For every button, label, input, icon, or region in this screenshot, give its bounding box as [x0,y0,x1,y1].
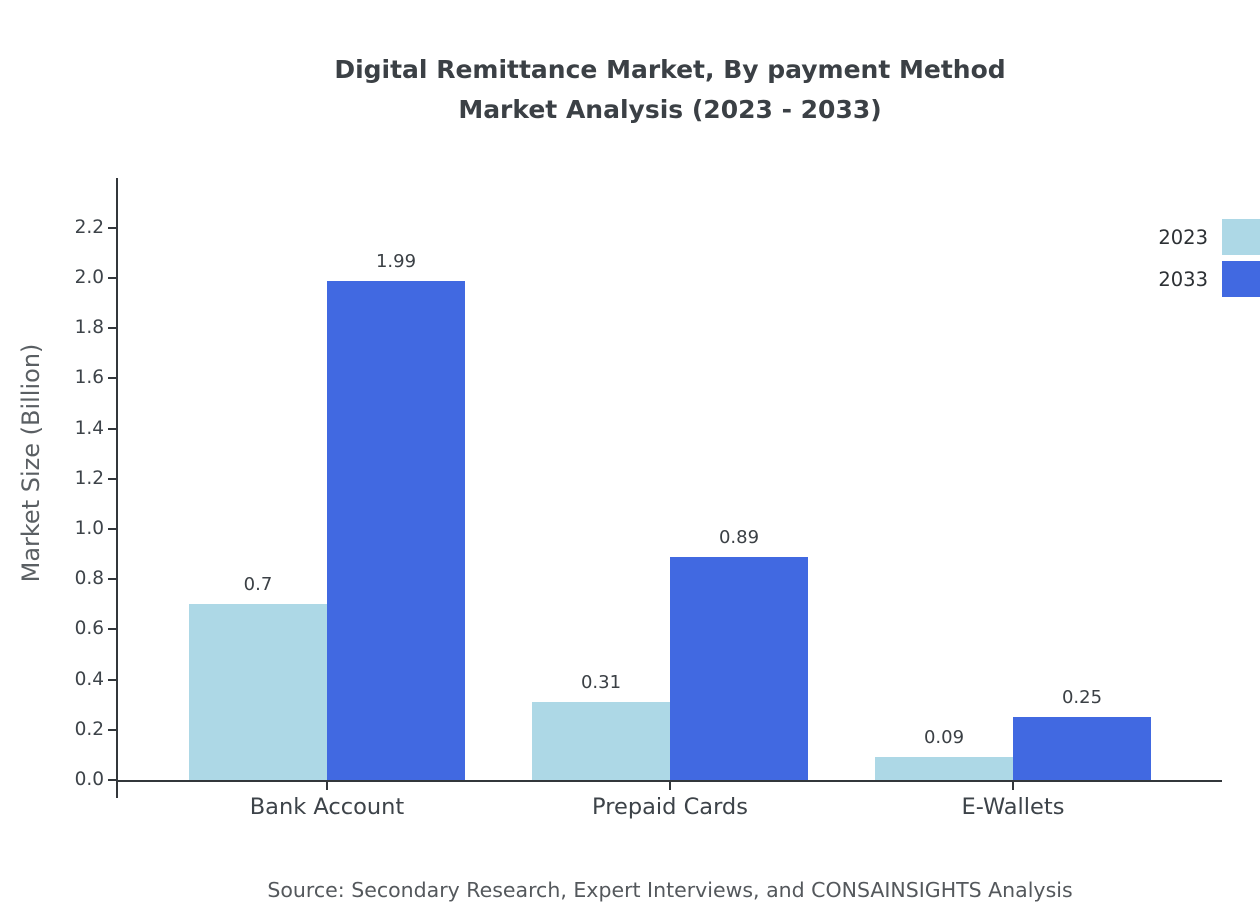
chart-title-line2: Market Analysis (2023 - 2033) [458,95,882,124]
y-tick-label: 1.4 [74,417,104,439]
bar-2023-bank-account [189,604,327,780]
legend-swatch-icon [1222,261,1260,297]
y-tick-mark [108,427,116,430]
category-label: Prepaid Cards [592,794,748,820]
chart-title: Digital Remittance Market, By payment Me… [118,50,1222,130]
legend-item-2023: 2023 [1158,218,1260,256]
y-tick-mark [108,477,116,480]
y-axis-spine [116,178,118,798]
y-tick-mark [108,377,116,380]
y-tick-mark [108,779,116,781]
bar-value-label: 0.31 [580,672,622,693]
y-tick-label: 0.4 [74,668,104,690]
legend-item-2033: 2033 [1158,260,1260,298]
bar-value-label: 1.99 [375,251,417,272]
y-tick-mark [108,628,116,631]
y-tick-label: 0.8 [74,568,104,590]
y-tick-mark [108,678,116,681]
y-tick-label: 1.2 [74,467,104,489]
x-tick-mark [326,782,328,790]
chart-title-line1: Digital Remittance Market, By payment Me… [334,55,1006,84]
y-tick-label: 0.2 [74,718,104,740]
y-tick-label: 1.8 [74,317,104,339]
legend: 2023 2033 [1158,218,1260,298]
y-tick-label: 2.0 [74,267,104,288]
source-note: Source: Secondary Research, Expert Inter… [267,878,1073,902]
bar-2033-bank-account [327,281,465,780]
category-label: E-Wallets [961,794,1065,820]
y-tick-mark [108,226,116,229]
bar-2023-prepaid-cards [532,702,670,780]
y-tick-label: 0.6 [74,618,104,640]
y-tick-label: 1.0 [74,518,104,539]
y-tick-mark [108,528,116,530]
y-tick-mark [108,277,116,279]
legend-swatch-icon [1222,219,1260,255]
x-axis-spine [116,780,1222,782]
y-tick-mark [108,327,116,330]
legend-label: 2033 [1158,267,1208,291]
bar-value-label: 0.7 [243,574,273,595]
y-tick-mark [108,578,116,581]
legend-label: 2023 [1158,225,1208,249]
bar-2033-e-wallets [1013,717,1151,780]
bar-value-label: 0.25 [1061,687,1103,708]
x-tick-mark [1012,782,1014,790]
bar-2023-e-wallets [875,757,1013,780]
y-tick-mark [108,728,116,731]
category-label: Bank Account [249,794,405,820]
y-tick-label: 0.0 [74,769,104,790]
bar-value-label: 0.09 [923,727,965,748]
x-tick-mark [669,782,671,790]
bar-2033-prepaid-cards [670,557,808,780]
y-tick-label: 2.2 [74,216,104,238]
bar-value-label: 0.89 [718,527,760,548]
y-tick-label: 1.6 [74,367,104,389]
